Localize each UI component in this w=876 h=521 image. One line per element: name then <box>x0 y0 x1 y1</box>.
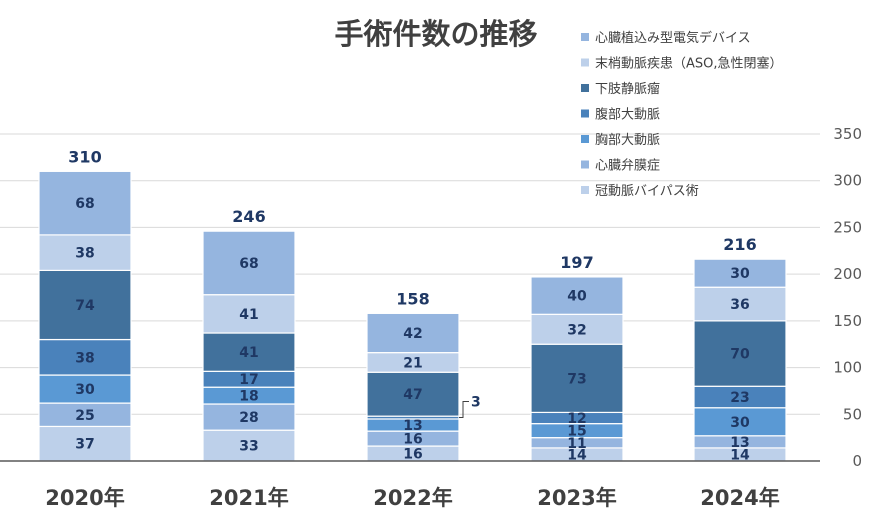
total-value-label: 246 <box>232 207 265 226</box>
segment-leader-line <box>459 401 469 419</box>
segment-value-label: 68 <box>75 196 94 212</box>
data-labels: 3725303874386831033281817414168246161613… <box>68 147 756 463</box>
bar-segment <box>693 320 787 387</box>
segment-value-label: 42 <box>403 326 422 342</box>
segment-value-label: 17 <box>239 372 258 388</box>
bar-segment <box>530 276 624 315</box>
chart-title: 手術件数の推移 <box>334 17 537 51</box>
segment-value-label: 36 <box>730 297 749 313</box>
bar-segment <box>38 338 132 376</box>
legend-label: 末梢動脈疾患（ASO,急性閉塞） <box>595 56 783 72</box>
bar-segment <box>366 371 460 417</box>
x-tick-label: 2024年 <box>700 486 779 510</box>
bar-segment <box>202 230 296 296</box>
segment-value-label: 30 <box>730 415 750 431</box>
legend-swatch <box>581 186 589 194</box>
bar-segment <box>366 312 460 354</box>
segment-value-label: 74 <box>75 298 95 314</box>
legend-label: 心臓弁膜症 <box>595 159 660 174</box>
segment-value-label: 33 <box>239 439 258 455</box>
bar-segment <box>530 343 624 414</box>
segment-value-label: 23 <box>730 390 749 406</box>
segment-value-label: 30 <box>730 266 750 282</box>
segment-value-label: 11 <box>567 436 586 452</box>
x-tick-label: 2022年 <box>373 486 452 510</box>
bar-segment <box>202 429 296 462</box>
segment-value-label: 21 <box>403 355 422 371</box>
bar-segment <box>693 407 787 437</box>
y-tick-label: 50 <box>843 405 862 423</box>
bar-segment <box>693 258 787 288</box>
bar-segment <box>38 234 132 272</box>
legend-swatch <box>581 109 589 118</box>
segment-value-label: 12 <box>567 411 586 427</box>
axes: 0 50 100 150 200 250 300 350 2020年 2021年 2022年 2023… <box>0 125 862 510</box>
segment-value-label: 38 <box>75 350 94 366</box>
y-tick-label: 150 <box>833 312 862 330</box>
segment-value-label: 3 <box>471 395 481 411</box>
total-value-label: 216 <box>723 235 756 254</box>
legend-swatch <box>581 33 589 41</box>
segment-value-label: 47 <box>403 387 422 403</box>
bar-segment <box>693 286 787 322</box>
segment-value-label: 73 <box>567 371 586 387</box>
total-value-label: 310 <box>68 147 101 166</box>
x-tick-label: 2020年 <box>45 486 124 510</box>
segment-value-label: 68 <box>239 256 258 272</box>
segment-value-label: 16 <box>403 432 422 448</box>
bar-segment <box>38 170 132 236</box>
segment-value-label: 16 <box>403 447 422 463</box>
total-value-label: 197 <box>560 253 593 272</box>
bars <box>38 170 787 462</box>
y-tick-label: 250 <box>833 218 862 236</box>
segment-value-label: 70 <box>730 347 750 363</box>
segment-value-label: 25 <box>75 408 94 424</box>
bar-segment <box>202 403 296 431</box>
bar-segment <box>202 294 296 334</box>
legend-label: 胸部大動脈 <box>595 133 660 148</box>
y-tick-label: 0 <box>852 452 862 470</box>
segment-value-label: 38 <box>75 246 94 262</box>
segment-value-label: 32 <box>567 322 586 338</box>
x-tick-label: 2023年 <box>537 486 616 510</box>
segment-value-label: 14 <box>567 447 587 463</box>
legend-label: 下肢静脈瘤 <box>595 81 660 97</box>
legend-swatch <box>581 84 589 92</box>
legend-label: 心臓植込み型電気デバイス <box>595 30 751 46</box>
y-tick-label: 350 <box>833 125 862 143</box>
total-value-label: 158 <box>396 289 429 308</box>
bar-segment <box>202 332 296 372</box>
legend-label: 腹部大動脈 <box>595 107 660 123</box>
y-tick-label: 200 <box>833 265 862 283</box>
segment-value-label: 13 <box>730 435 749 451</box>
legend-swatch <box>581 135 589 143</box>
segment-value-label: 37 <box>75 437 94 453</box>
segment-value-label: 30 <box>75 382 95 398</box>
segment-value-label: 13 <box>403 418 422 434</box>
legend-swatch <box>581 160 589 169</box>
bar-segment <box>530 313 624 345</box>
legend-label: 冠動脈バイパス術 <box>595 184 699 199</box>
segment-value-label: 41 <box>239 307 258 323</box>
segment-value-label: 15 <box>567 424 586 440</box>
segment-value-label: 14 <box>730 447 750 463</box>
bar-segment <box>38 269 132 341</box>
segment-value-label: 18 <box>239 389 258 405</box>
x-tick-label: 2021年 <box>209 486 288 510</box>
segment-value-label: 41 <box>239 345 258 361</box>
segment-value-label: 28 <box>239 410 258 426</box>
legend-swatch <box>581 58 589 67</box>
segment-value-label: 40 <box>567 289 587 305</box>
y-tick-label: 300 <box>833 172 862 190</box>
y-tick-label: 100 <box>833 359 862 377</box>
